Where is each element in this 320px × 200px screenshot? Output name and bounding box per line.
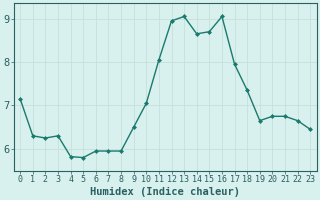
X-axis label: Humidex (Indice chaleur): Humidex (Indice chaleur) — [90, 186, 240, 197]
